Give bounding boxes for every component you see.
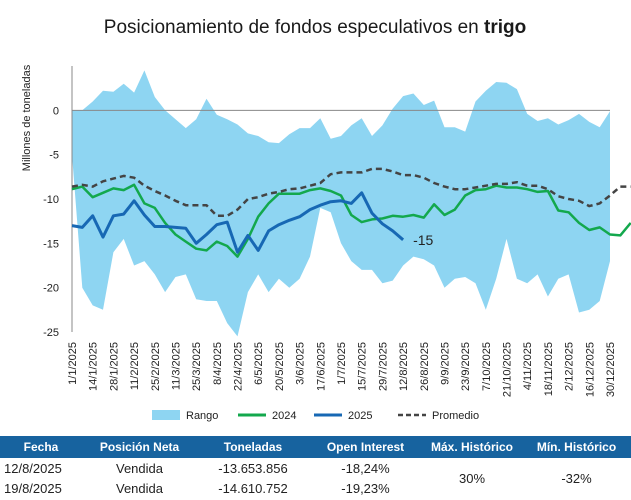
cell-open-interest: -19,23% [341,480,390,496]
x-tick-label: 2/12/2025 [564,342,576,391]
x-tick-label: 9/9/2025 [440,342,452,385]
header-toneladas: Toneladas [197,436,309,458]
cell-posicion: Vendida [116,460,163,476]
x-tick-label: 1/1/2025 [67,342,79,385]
y-tick-label: -5 [49,150,59,162]
y-tick-label: -15 [43,238,59,250]
series-line-promedio [71,167,631,218]
info-table: Fecha Posición Neta Toneladas Open Inter… [0,436,631,500]
cell-max-historico: 30% [458,470,486,486]
x-tick-label: 25/2/2025 [150,342,162,391]
header-min-historico: Mín. Histórico [522,436,631,458]
series-line-2024 [71,183,631,258]
x-tick-label: 30/12/2025 [605,342,617,397]
legend-2024-label: 2024 [272,410,296,422]
x-tick-label: 29/7/2025 [377,342,389,391]
x-tick-label: 8/4/2025 [212,342,224,385]
x-tick-label: 15/7/2025 [357,342,369,391]
legend-2025-label: 2025 [348,410,372,422]
table-row: 12/8/2025 Vendida -13.653.856 -18,24% 30… [0,458,631,486]
table-header-row: Fecha Posición Neta Toneladas Open Inter… [0,436,631,458]
y-tick-label: -25 [43,327,59,339]
legend-promedio-label: Promedio [432,410,479,422]
x-tick-label: 3/6/2025 [295,342,307,385]
cell-open-interest: -18,24% [341,460,390,476]
x-tick-label: 4/11/2025 [522,342,534,390]
x-tick-label: 17/6/2025 [315,342,327,391]
table-row: 19/8/2025 Vendida -14.610.752 -19,23% [0,478,631,498]
legend-rango-label: Rango [186,410,218,422]
x-tick-label: 11/3/2025 [171,342,183,390]
x-tick-label: 22/4/2025 [233,342,245,391]
x-tick-label: 11/2/2025 [129,342,141,390]
x-tick-label: 14/1/2025 [88,342,100,391]
chart: Posicionamiento de fondos especulativos … [21,17,631,422]
y-tick-label: -10 [43,194,59,206]
x-tick-label: 7/10/2025 [481,342,493,391]
cell-toneladas: -13.653.856 [218,460,288,476]
x-tick-label: 18/11/2025 [543,342,555,396]
cell-min-historico: -32% [561,470,592,486]
x-tick-label: 12/8/2025 [398,342,410,391]
x-tick-label: 28/1/2025 [108,342,120,391]
header-fecha: Fecha [0,436,82,458]
x-tick-label: 1/7/2025 [336,342,348,385]
y-tick-label: -20 [43,283,59,295]
x-tick-label: 16/12/2025 [584,342,596,397]
x-tick-label: 23/9/2025 [460,342,472,391]
plot-area: 0 -5 -10 -15 -20 -25 1/1/2025 14/1/2025 28/1/202… [43,66,631,397]
y-axis-label: Millones de toneladas [21,64,33,171]
header-max-historico: Máx. Histórico [422,436,522,458]
header-posicion-neta: Posición Neta [82,436,197,458]
y-tick-label: 0 [53,105,59,117]
cell-toneladas: -14.610.752 [218,480,288,496]
series-line-2025 [71,191,405,254]
cell-fecha: 12/8/2025 [4,460,62,476]
chart-title: Posicionamiento de fondos especulativos … [104,17,526,38]
x-tick-label: 6/5/2025 [253,342,265,385]
end-value-label: -15 [413,232,433,248]
x-tick-label: 20/5/2025 [274,342,286,391]
legend-rango-swatch [152,410,180,420]
x-tick-label: 26/8/2025 [419,342,431,391]
cell-fecha: 19/8/2025 [4,480,62,496]
x-tick-label: 25/3/2025 [191,342,203,391]
range-band [72,70,610,337]
header-open-interest: Open Interest [309,436,422,458]
legend: Rango 2024 2025 Promedio [152,410,479,422]
x-tick-label: 21/10/2025 [502,342,514,397]
cell-posicion: Vendida [116,480,163,496]
